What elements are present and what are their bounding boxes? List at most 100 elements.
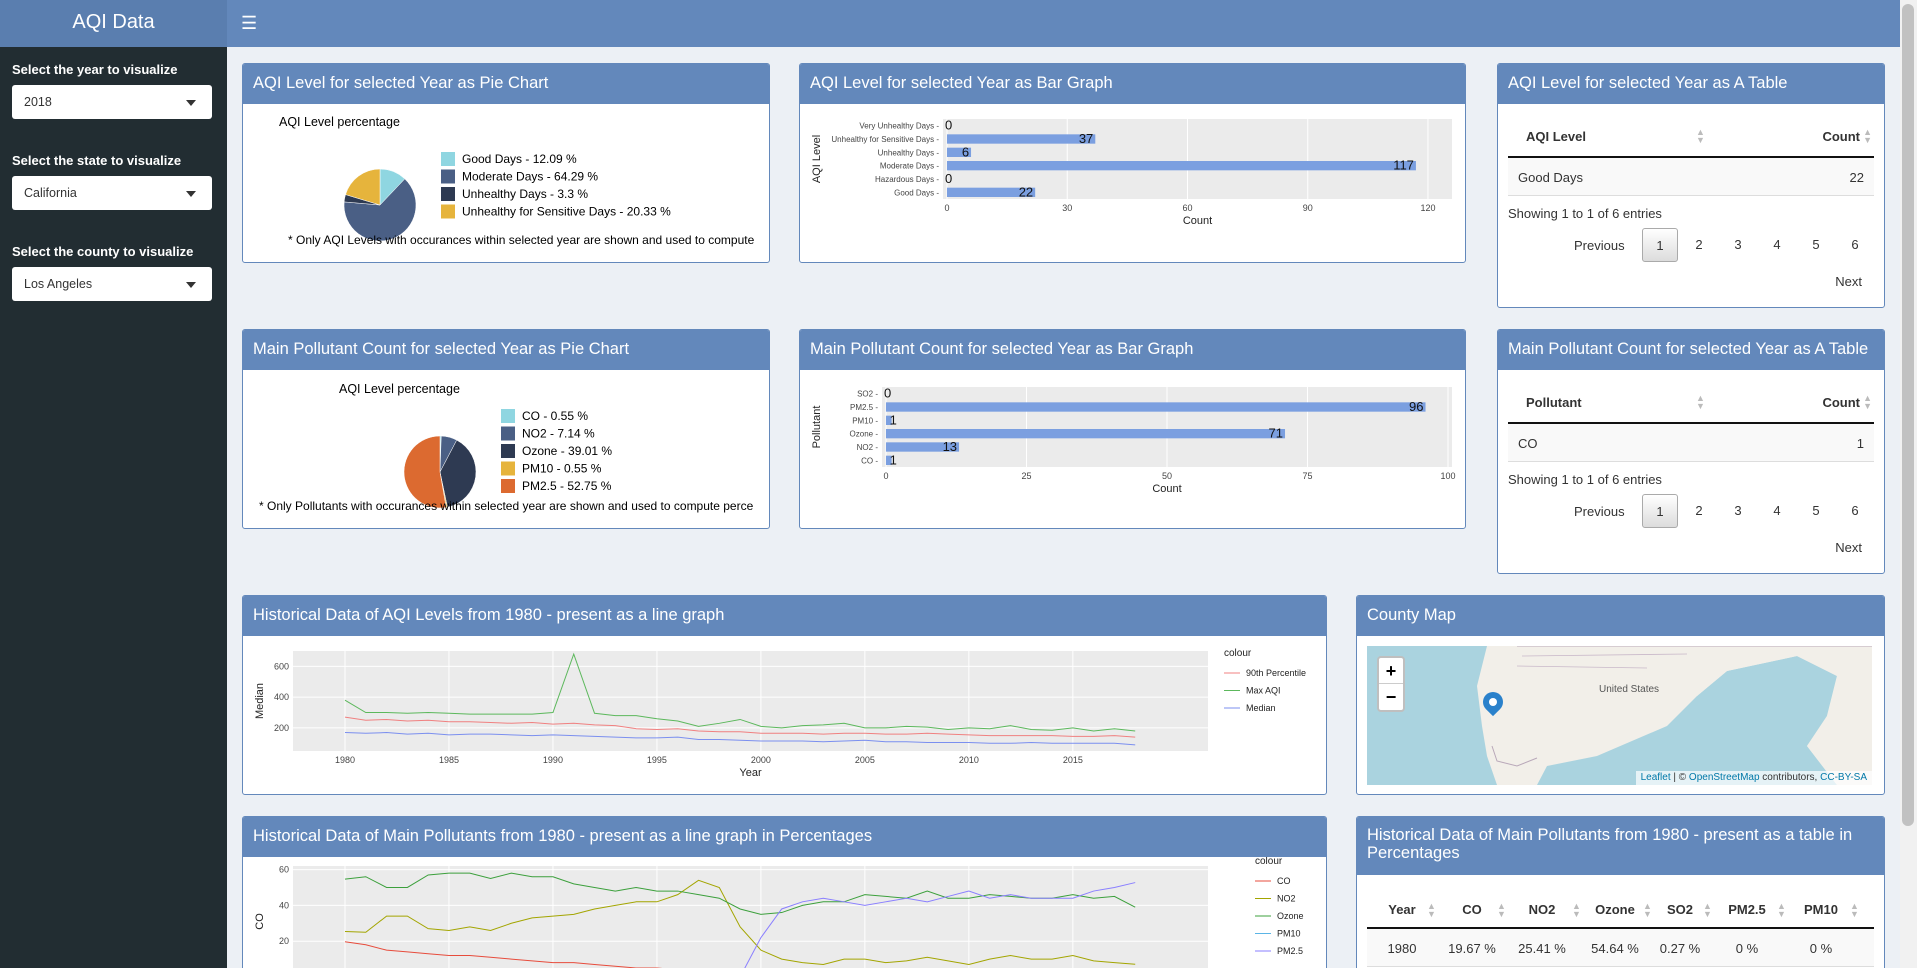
column-header-count[interactable]: Count	[1822, 129, 1860, 144]
year-select[interactable]: 2018	[12, 85, 212, 119]
column-header-ozone[interactable]: Ozone	[1595, 902, 1635, 917]
table-cell: 0.27 %	[1659, 941, 1701, 956]
bar	[886, 402, 1426, 412]
app-logo[interactable]: AQI Data	[0, 0, 227, 47]
column-header-pm25[interactable]: PM2.5	[1728, 902, 1766, 917]
page-4-button[interactable]: 4	[1773, 503, 1781, 518]
aqi-bar-panel: AQI Level for selected Year as Bar Graph…	[799, 63, 1466, 263]
legend-label: 90th Percentile	[1246, 668, 1306, 678]
page-1-button[interactable]: 1	[1642, 228, 1678, 262]
pie-slice	[343, 178, 417, 242]
y-tick-label: SO2 -	[857, 390, 878, 399]
previous-button[interactable]: Previous	[1574, 504, 1625, 519]
y-tick-label: NO2 -	[857, 443, 879, 452]
panel-title: Main Pollutant Count for selected Year a…	[243, 330, 769, 370]
column-header-aqi-level[interactable]: AQI Level	[1526, 129, 1586, 144]
legend-title: colour	[1224, 648, 1252, 659]
county-select[interactable]: Los Angeles	[12, 267, 212, 301]
county-map-panel: County Map United States + − Leaflet | ©…	[1356, 595, 1885, 795]
sort-icon[interactable]: ▲ ▼	[1696, 393, 1705, 411]
chart-title: AQI Level percentage	[279, 115, 400, 129]
legend-label: PM2.5 - 52.75 %	[522, 479, 612, 493]
pagination: Previous 1 2 3 4 5 6 Next	[1498, 492, 1884, 572]
column-header-co[interactable]: CO	[1462, 902, 1482, 917]
legend-swatch	[501, 426, 515, 441]
sort-icon[interactable]: ▲ ▼	[1777, 901, 1786, 919]
cell-pollutant: CO	[1518, 436, 1538, 451]
table-cell: 25.41 %	[1518, 941, 1566, 956]
data-label: 6	[962, 144, 969, 159]
sort-icon[interactable]: ▲ ▼	[1643, 901, 1652, 919]
data-label: 71	[1269, 426, 1283, 441]
leaflet-link[interactable]: Leaflet	[1640, 772, 1671, 783]
page-3-button[interactable]: 3	[1734, 237, 1742, 252]
page-2-button[interactable]: 2	[1695, 237, 1703, 252]
osm-link[interactable]: OpenStreetMap	[1688, 772, 1760, 783]
pie-legend: Good Days - 12.09 % Moderate Days - 64.29…	[441, 152, 671, 219]
historical-aqi-panel: Historical Data of AQI Levels from 1980 …	[242, 595, 1327, 795]
column-header-pm10[interactable]: PM10	[1804, 902, 1838, 917]
page-3-button[interactable]: 3	[1734, 503, 1742, 518]
sort-icon[interactable]: ▲ ▼	[1696, 127, 1705, 145]
county-map[interactable]: United States + − Leaflet | © OpenStreet…	[1367, 646, 1872, 785]
y-axis-label: Median	[254, 683, 266, 719]
sort-icon[interactable]: ▲ ▼	[1703, 901, 1712, 919]
zoom-out-button[interactable]: −	[1385, 687, 1397, 707]
x-tick-label: 2005	[855, 755, 875, 765]
data-label: 1	[890, 412, 897, 427]
panel-title: AQI Level for selected Year as Bar Graph	[800, 64, 1465, 104]
state-label: Select the state to visualize	[12, 153, 182, 168]
map-attribution: Leaflet | © OpenStreetMap contributors, …	[1635, 771, 1872, 785]
table-cell: 19.67 %	[1448, 941, 1496, 956]
bar	[947, 134, 1096, 144]
plot-panel	[293, 866, 1208, 968]
page-5-button[interactable]: 5	[1812, 503, 1820, 518]
next-button[interactable]: Next	[1835, 274, 1862, 289]
table-cell: 54.64 %	[1591, 941, 1639, 956]
x-tick-label: 100	[1440, 471, 1455, 481]
x-tick-label: 1985	[439, 755, 459, 765]
license-link[interactable]: CC-BY-SA	[1820, 772, 1867, 783]
x-tick-label: 2015	[1063, 755, 1083, 765]
column-header-no2[interactable]: NO2	[1528, 902, 1556, 917]
x-axis-label: Count	[1183, 215, 1212, 227]
state-select[interactable]: California	[12, 176, 212, 210]
sidebar-toggle-icon[interactable]: ☰	[241, 13, 258, 33]
panel-title: Historical Data of Main Pollutants from …	[243, 817, 1326, 857]
series-line	[344, 716, 1136, 738]
page-1-button[interactable]: 1	[1642, 494, 1678, 528]
y-tick-label: Moderate Days -	[880, 162, 939, 171]
previous-button[interactable]: Previous	[1574, 238, 1625, 253]
attribution-separator: | ©	[1670, 772, 1689, 783]
page-4-button[interactable]: 4	[1773, 237, 1781, 252]
page-2-button[interactable]: 2	[1695, 503, 1703, 518]
table-header: Pollutant ▲ ▼ Count ▲ ▼	[1508, 380, 1874, 424]
next-button[interactable]: Next	[1835, 540, 1862, 555]
sort-icon[interactable]: ▲ ▼	[1572, 901, 1581, 919]
cell-count: 22	[1849, 170, 1864, 185]
column-header-year[interactable]: Year	[1388, 902, 1416, 917]
page-6-button[interactable]: 6	[1851, 237, 1859, 252]
page-6-button[interactable]: 6	[1851, 503, 1859, 518]
page-5-button[interactable]: 5	[1812, 237, 1820, 252]
table-info: Showing 1 to 1 of 6 entries	[1508, 472, 1662, 487]
sort-icon[interactable]: ▲ ▼	[1497, 901, 1506, 919]
year-label: Select the year to visualize	[12, 62, 178, 77]
page-scrollbar[interactable]	[1900, 0, 1917, 968]
column-header-count[interactable]: Count	[1822, 395, 1860, 410]
data-label: 96	[1409, 399, 1423, 414]
column-header-pollutant[interactable]: Pollutant	[1526, 395, 1582, 410]
bar	[886, 415, 892, 425]
top-navbar: ☰	[227, 0, 1900, 47]
sort-icon[interactable]: ▲ ▼	[1427, 901, 1436, 919]
legend-swatch	[501, 479, 515, 493]
sort-icon[interactable]: ▲ ▼	[1863, 393, 1872, 411]
scrollbar-thumb[interactable]	[1902, 4, 1914, 826]
aqi-table: AQI Level ▲ ▼ Count ▲ ▼ Good Days 22	[1508, 114, 1874, 196]
zoom-in-button[interactable]: +	[1379, 658, 1403, 684]
pie	[403, 435, 477, 509]
sidebar: Select the year to visualize 2018 Select…	[0, 47, 227, 968]
column-header-so2[interactable]: SO2	[1666, 902, 1693, 917]
sort-icon[interactable]: ▲ ▼	[1863, 127, 1872, 145]
sort-icon[interactable]: ▲ ▼	[1850, 901, 1859, 919]
